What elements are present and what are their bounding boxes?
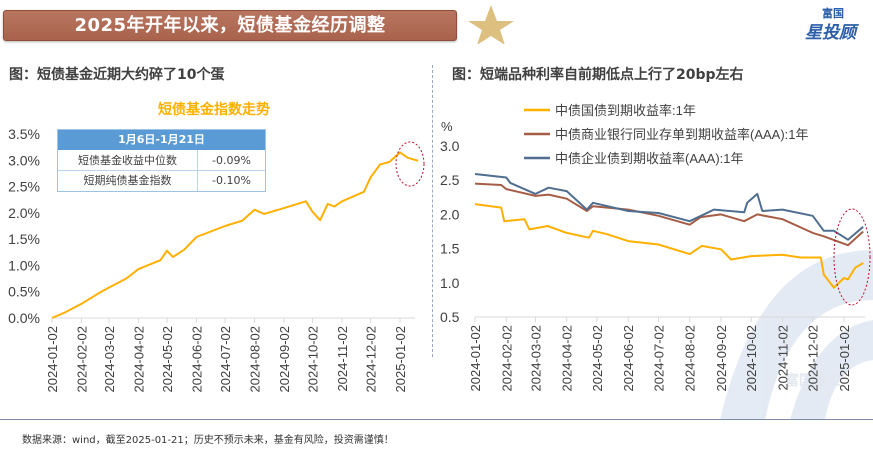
x-tick-label: 2024-10-02 (744, 325, 759, 392)
left-chart-title: 短债基金指数走势 (158, 101, 270, 117)
x-tick-label: 2024-05-02 (160, 326, 175, 393)
x-tick-label: 2025-01-02 (393, 326, 408, 393)
x-tick-label: 2024-06-02 (190, 326, 205, 393)
x-tick-label: 2024-06-02 (621, 325, 636, 392)
y-tick-label: 0.5 (440, 309, 460, 325)
x-tick-label: 2024-10-02 (306, 326, 321, 393)
series-line (474, 182, 864, 247)
legend-label: 中债国债到期收益率:1年 (555, 103, 696, 118)
x-tick-label: 2024-02-02 (499, 325, 514, 392)
logo-text-bottom: 星投顾 (805, 23, 856, 43)
watermark-text: 富国基金 (785, 372, 842, 388)
watermark: 富国基金 (720, 250, 873, 420)
logo-text-top: 富国 (822, 7, 844, 20)
y-tick-label: 2.5 (440, 172, 460, 188)
y-tick-label: 0.0% (8, 310, 40, 326)
y-tick-label: 1.5 (440, 241, 460, 257)
table-row: 短债基金收益中位数 -0.09% (58, 150, 265, 171)
x-tick-label: 2024-08-02 (683, 325, 698, 392)
y-tick-label: 2.0 (440, 206, 460, 222)
series-line (474, 173, 864, 241)
right-panel-title: 图：短端品种利率自前期低点上行了20bp左右 (452, 67, 744, 83)
left-panel-title: 图：短债基金近期大约碎了10个蛋 (9, 67, 225, 83)
x-tick-label: 2024-07-02 (651, 325, 666, 392)
y-tick-label: 0.5% (8, 284, 40, 300)
y-tick-label: 3.5% (8, 126, 40, 142)
y-tick-label: 1.0% (8, 257, 40, 273)
y-tick-label: 3.0 (440, 138, 460, 154)
row-value: -0.10% (212, 174, 251, 187)
table-row: 短期纯债基金指数 -0.10% (58, 171, 265, 191)
brand-logo (468, 5, 514, 44)
legend-label: 中债商业银行同业存单到期收益率(AAA):1年 (555, 127, 809, 142)
x-tick-label: 2024-05-02 (590, 325, 605, 392)
x-tick-label: 2024-07-02 (218, 326, 233, 393)
highlight-circle-left (395, 141, 425, 187)
panel-divider (432, 65, 433, 357)
x-tick-label: 2024-09-02 (277, 326, 292, 393)
x-tick-label: 2024-04-02 (132, 326, 147, 393)
y-axis-unit: % (441, 119, 453, 134)
y-tick-label: 2.0% (8, 205, 40, 221)
x-tick-label: 2024-11-02 (335, 326, 350, 392)
highlight-circle-right (833, 208, 871, 306)
x-tick-label: 2024-02-02 (74, 326, 89, 393)
x-tick-label: 2024-12-02 (364, 326, 379, 393)
star-icon (468, 5, 514, 44)
x-tick-label: 2024-12-02 (806, 325, 821, 392)
x-tick-label: 2024-09-02 (714, 325, 729, 392)
x-tick-label: 2024-11-02 (776, 325, 791, 391)
x-tick-label: 2025-01-02 (837, 325, 852, 392)
page-title-banner: 2025年开年以来，短债基金经历调整 (3, 10, 457, 41)
y-tick-label: 1.0 (440, 275, 460, 291)
row-label: 短期纯债基金指数 (58, 171, 198, 191)
x-tick-label: 2024-04-02 (560, 325, 575, 392)
legend-label: 中债企业债到期收益率(AAA):1年 (555, 151, 744, 166)
series-line (51, 151, 419, 319)
footer-divider (0, 419, 873, 420)
series-line (474, 203, 864, 289)
x-tick-label: 2024-03-02 (102, 326, 117, 393)
row-label: 短债基金收益中位数 (58, 150, 198, 170)
x-tick-label: 2024-01-02 (468, 325, 483, 392)
footer-source: 数据来源：wind，截至2025-01-21；历史不预示未来，基金有风险，投资需… (22, 435, 394, 446)
summary-table: 1月6日-1月21日 短债基金收益中位数 -0.09% 短期纯债基金指数 -0.… (57, 129, 266, 192)
x-tick-label: 2024-03-02 (528, 325, 543, 392)
y-tick-label: 2.5% (8, 179, 40, 195)
summary-table-header: 1月6日-1月21日 (58, 130, 265, 150)
y-tick-label: 1.5% (8, 231, 40, 247)
x-tick-label: 2024-01-02 (45, 326, 60, 393)
y-tick-label: 3.0% (8, 152, 40, 168)
x-tick-label: 2024-08-02 (248, 326, 263, 393)
row-value: -0.09% (212, 154, 251, 167)
